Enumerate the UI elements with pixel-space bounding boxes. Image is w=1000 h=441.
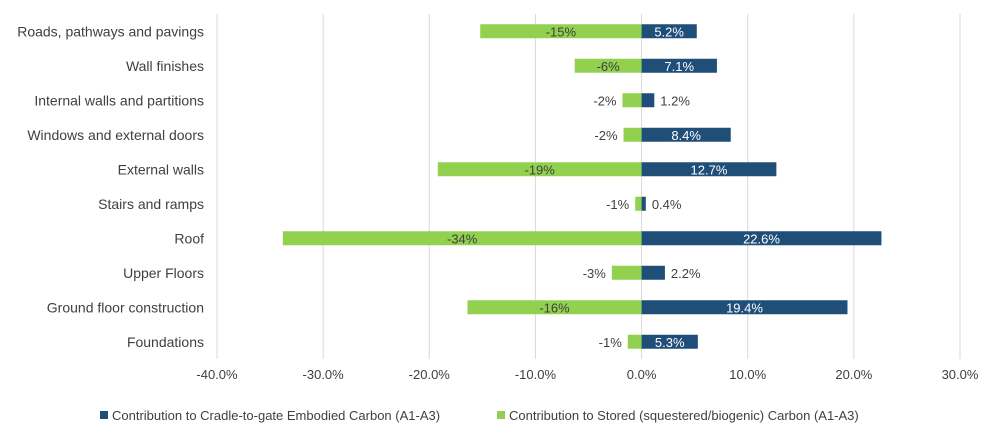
data-label-embodied-carbon: 5.3% [655,335,685,350]
bar-embodied-carbon [641,196,646,211]
category-label: Wall finishes [126,58,204,74]
data-label-embodied-carbon: 7.1% [664,59,694,74]
bar-embodied-carbon [641,58,717,73]
category-label: Upper Floors [123,265,204,281]
data-label-stored-carbon: -34% [447,231,478,246]
bar-embodied-carbon [641,231,882,246]
bar-stored-carbon [480,24,642,39]
category-label: Roads, pathways and pavings [17,23,204,39]
bar-embodied-carbon [641,93,655,108]
legend-label-embodied-carbon: Contribution to Cradle-to-gate Embodied … [112,408,440,423]
data-label-stored-carbon: -15% [546,24,577,39]
legend: Contribution to Cradle-to-gate Embodied … [100,408,859,423]
bar-embodied-carbon [641,300,848,315]
data-label-stored-carbon: -1% [606,197,630,212]
category-label: Foundations [127,334,204,350]
legend-swatch-stored-carbon [497,411,505,419]
x-tick-label: -10.0% [515,367,557,382]
data-label-stored-carbon: -2% [593,93,617,108]
x-tick-label: 30.0% [942,367,979,382]
bar-stored-carbon [282,231,642,246]
x-tick-label: 10.0% [729,367,766,382]
x-tick-label: 0.0% [627,367,657,382]
data-label-embodied-carbon: 5.2% [654,24,684,39]
data-label-embodied-carbon: 2.2% [671,266,701,281]
bar-stored-carbon [437,162,642,177]
bar-embodied-carbon [641,162,777,177]
x-tick-label: -30.0% [303,367,345,382]
bar-stored-carbon [635,196,642,211]
bar-embodied-carbon [641,334,698,349]
bars: -15% 5.2% -6% 7.1% -2% 1.2% -2% 8.4% -19% 12.7% -1… [282,24,882,350]
x-tick-label: 20.0% [835,367,872,382]
category-label: Stairs and ramps [98,196,204,212]
bar-embodied-carbon [641,265,665,280]
bar-stored-carbon [611,265,642,280]
data-label-stored-carbon: -19% [524,162,555,177]
data-label-embodied-carbon: 22.6% [743,231,780,246]
data-label-stored-carbon: -16% [539,300,570,315]
bar-stored-carbon [623,127,642,142]
data-label-embodied-carbon: 8.4% [671,128,701,143]
x-tick-label: -20.0% [409,367,451,382]
bar-stored-carbon [574,58,642,73]
legend-swatch-embodied-carbon [100,411,108,419]
data-label-embodied-carbon: 19.4% [726,300,763,315]
data-label-stored-carbon: -3% [583,266,607,281]
bar-stored-carbon [627,334,642,349]
data-label-embodied-carbon: 12.7% [691,162,728,177]
data-label-stored-carbon: -2% [594,128,618,143]
data-label-embodied-carbon: 0.4% [652,197,682,212]
data-label-stored-carbon: -1% [599,335,623,350]
category-label: Ground floor construction [47,299,204,315]
x-axis-ticks: -40.0% -30.0% -20.0% -10.0% 0.0% 10.0% 20.0% 30… [196,367,978,382]
category-labels: Roads, pathways and pavings Wall finishes… [17,23,204,350]
data-label-stored-carbon: -6% [597,59,621,74]
bar-embodied-carbon [641,24,697,39]
category-label: Roof [174,230,204,246]
data-label-embodied-carbon: 1.2% [660,93,690,108]
x-tick-label: -40.0% [196,367,238,382]
bar-stored-carbon [467,300,642,315]
bar-embodied-carbon [641,127,731,142]
bar-stored-carbon [622,93,642,108]
category-label: External walls [118,161,204,177]
category-label: Windows and external doors [27,127,204,143]
legend-label-stored-carbon: Contribution to Stored (squestered/bioge… [509,408,859,423]
category-label: Internal walls and partitions [34,92,204,108]
